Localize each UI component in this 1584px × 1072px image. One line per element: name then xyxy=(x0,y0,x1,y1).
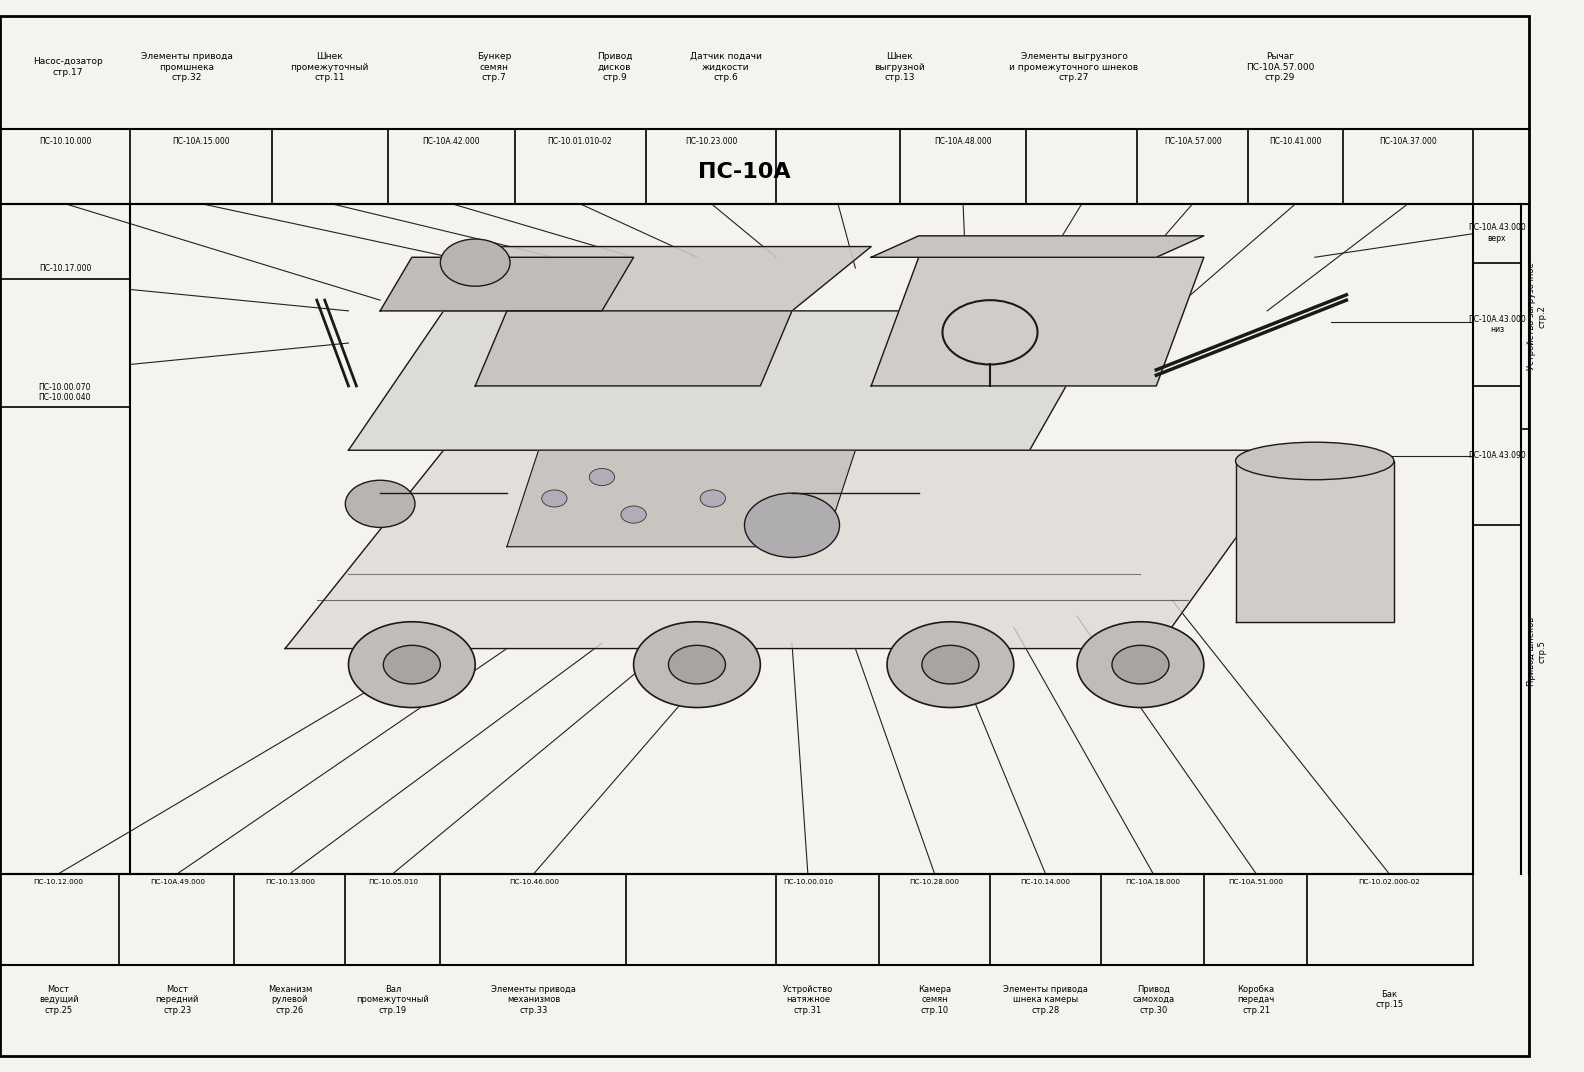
Ellipse shape xyxy=(1236,443,1394,480)
Text: ПС-10.41.000: ПС-10.41.000 xyxy=(1269,137,1323,146)
Text: Механизм
рулевой
стр.26: Механизм рулевой стр.26 xyxy=(268,985,312,1014)
Text: ПС-10.12.000: ПС-10.12.000 xyxy=(33,879,84,885)
Text: Элементы привода
промшнека
стр.32: Элементы привода промшнека стр.32 xyxy=(141,53,233,81)
Text: Привод шнеков
стр.5: Привод шнеков стр.5 xyxy=(1527,616,1546,686)
Text: Элементы привода
механизмов
стр.33: Элементы привода механизмов стр.33 xyxy=(491,985,577,1014)
Text: Устройство загрузочное
стр.2: Устройство загрузочное стр.2 xyxy=(1527,263,1546,370)
Circle shape xyxy=(345,480,415,527)
Polygon shape xyxy=(444,247,871,311)
Text: ПС-10А.18.000: ПС-10А.18.000 xyxy=(1126,879,1180,885)
Text: ПС-10А.15.000: ПС-10А.15.000 xyxy=(173,137,230,146)
Text: Элементы выгрузного
и промежуточного шнеков
стр.27: Элементы выгрузного и промежуточного шне… xyxy=(1009,53,1139,81)
Text: Устройство
натяжное
стр.31: Устройство натяжное стр.31 xyxy=(782,985,833,1014)
Text: ПС-10.17.000: ПС-10.17.000 xyxy=(38,265,92,273)
Text: Элементы привода
шнека камеры
стр.28: Элементы привода шнека камеры стр.28 xyxy=(1003,985,1088,1014)
Text: ПС-10.13.000: ПС-10.13.000 xyxy=(265,879,315,885)
Text: Мост
передний
стр.23: Мост передний стр.23 xyxy=(155,985,200,1014)
Text: ПС-10А.37.000: ПС-10А.37.000 xyxy=(1380,137,1437,146)
Text: ПС-10.00.010: ПС-10.00.010 xyxy=(782,879,833,885)
Text: ПС-10А.51.000: ПС-10А.51.000 xyxy=(1229,879,1283,885)
Polygon shape xyxy=(285,450,1299,649)
Circle shape xyxy=(621,506,646,523)
Text: Привод
самохода
стр.30: Привод самохода стр.30 xyxy=(1133,985,1174,1014)
Text: Шнек
выгрузной
стр.13: Шнек выгрузной стр.13 xyxy=(874,53,925,81)
Polygon shape xyxy=(871,257,1204,386)
Circle shape xyxy=(1112,645,1169,684)
Polygon shape xyxy=(348,311,1109,450)
Circle shape xyxy=(668,645,725,684)
Circle shape xyxy=(1077,622,1204,708)
Text: Рычаг
ПС-10А.57.000
стр.29: Рычаг ПС-10А.57.000 стр.29 xyxy=(1245,53,1315,81)
Polygon shape xyxy=(475,311,792,386)
Circle shape xyxy=(542,490,567,507)
Text: ПС-10.01.010-02: ПС-10.01.010-02 xyxy=(548,137,611,146)
Text: Бункер
семян
стр.7: Бункер семян стр.7 xyxy=(477,53,512,81)
Text: Шнек
промежуточный
стр.11: Шнек промежуточный стр.11 xyxy=(290,53,369,81)
Circle shape xyxy=(922,645,979,684)
Polygon shape xyxy=(380,257,634,311)
Text: ПС-10.46.000: ПС-10.46.000 xyxy=(508,879,559,885)
Text: ПС-10А.48.000: ПС-10А.48.000 xyxy=(935,137,992,146)
Text: Коробка
передач
стр.21: Коробка передач стр.21 xyxy=(1237,985,1275,1014)
Text: Насос-дозатор
стр.17: Насос-дозатор стр.17 xyxy=(33,57,103,77)
Text: ПС-10.10.000: ПС-10.10.000 xyxy=(38,137,92,146)
Text: ПС-10А.43.000
верх: ПС-10А.43.000 верх xyxy=(1468,223,1525,243)
Text: ПС-10А.42.000: ПС-10А.42.000 xyxy=(423,137,480,146)
Polygon shape xyxy=(871,236,1204,257)
Circle shape xyxy=(440,239,510,286)
Polygon shape xyxy=(1236,461,1394,622)
Circle shape xyxy=(700,490,725,507)
Text: ПС-10А.43.090: ПС-10А.43.090 xyxy=(1468,451,1525,460)
Text: ПС-10.28.000: ПС-10.28.000 xyxy=(909,879,960,885)
Circle shape xyxy=(348,622,475,708)
Text: Бак
стр.15: Бак стр.15 xyxy=(1375,989,1403,1010)
Text: ПС-10А.43.000
низ: ПС-10А.43.000 низ xyxy=(1468,314,1525,334)
Text: ПС-10.23.000: ПС-10.23.000 xyxy=(684,137,738,146)
Text: ПС-10.05.010: ПС-10.05.010 xyxy=(367,879,418,885)
Circle shape xyxy=(383,645,440,684)
Text: Мост
ведущий
стр.25: Мост ведущий стр.25 xyxy=(40,985,78,1014)
Circle shape xyxy=(589,468,615,486)
Text: Датчик подачи
жидкости
стр.6: Датчик подачи жидкости стр.6 xyxy=(689,53,762,81)
Text: ПС-10.02.000-02: ПС-10.02.000-02 xyxy=(1357,879,1421,885)
Text: ПС-10А.57.000: ПС-10А.57.000 xyxy=(1164,137,1221,146)
Text: Вал
промежуточный
стр.19: Вал промежуточный стр.19 xyxy=(356,985,429,1014)
Text: Привод
дисков
стр.9: Привод дисков стр.9 xyxy=(597,53,632,81)
Circle shape xyxy=(887,622,1014,708)
Text: ПС-10А: ПС-10А xyxy=(699,162,790,181)
Text: Камера
семян
стр.10: Камера семян стр.10 xyxy=(919,985,950,1014)
Text: ПС-10.00.070
ПС-10.00.040: ПС-10.00.070 ПС-10.00.040 xyxy=(38,383,92,402)
Circle shape xyxy=(744,493,840,557)
Circle shape xyxy=(634,622,760,708)
Text: ПС-10А.49.000: ПС-10А.49.000 xyxy=(150,879,204,885)
Polygon shape xyxy=(507,450,855,547)
Text: ПС-10.14.000: ПС-10.14.000 xyxy=(1020,879,1071,885)
